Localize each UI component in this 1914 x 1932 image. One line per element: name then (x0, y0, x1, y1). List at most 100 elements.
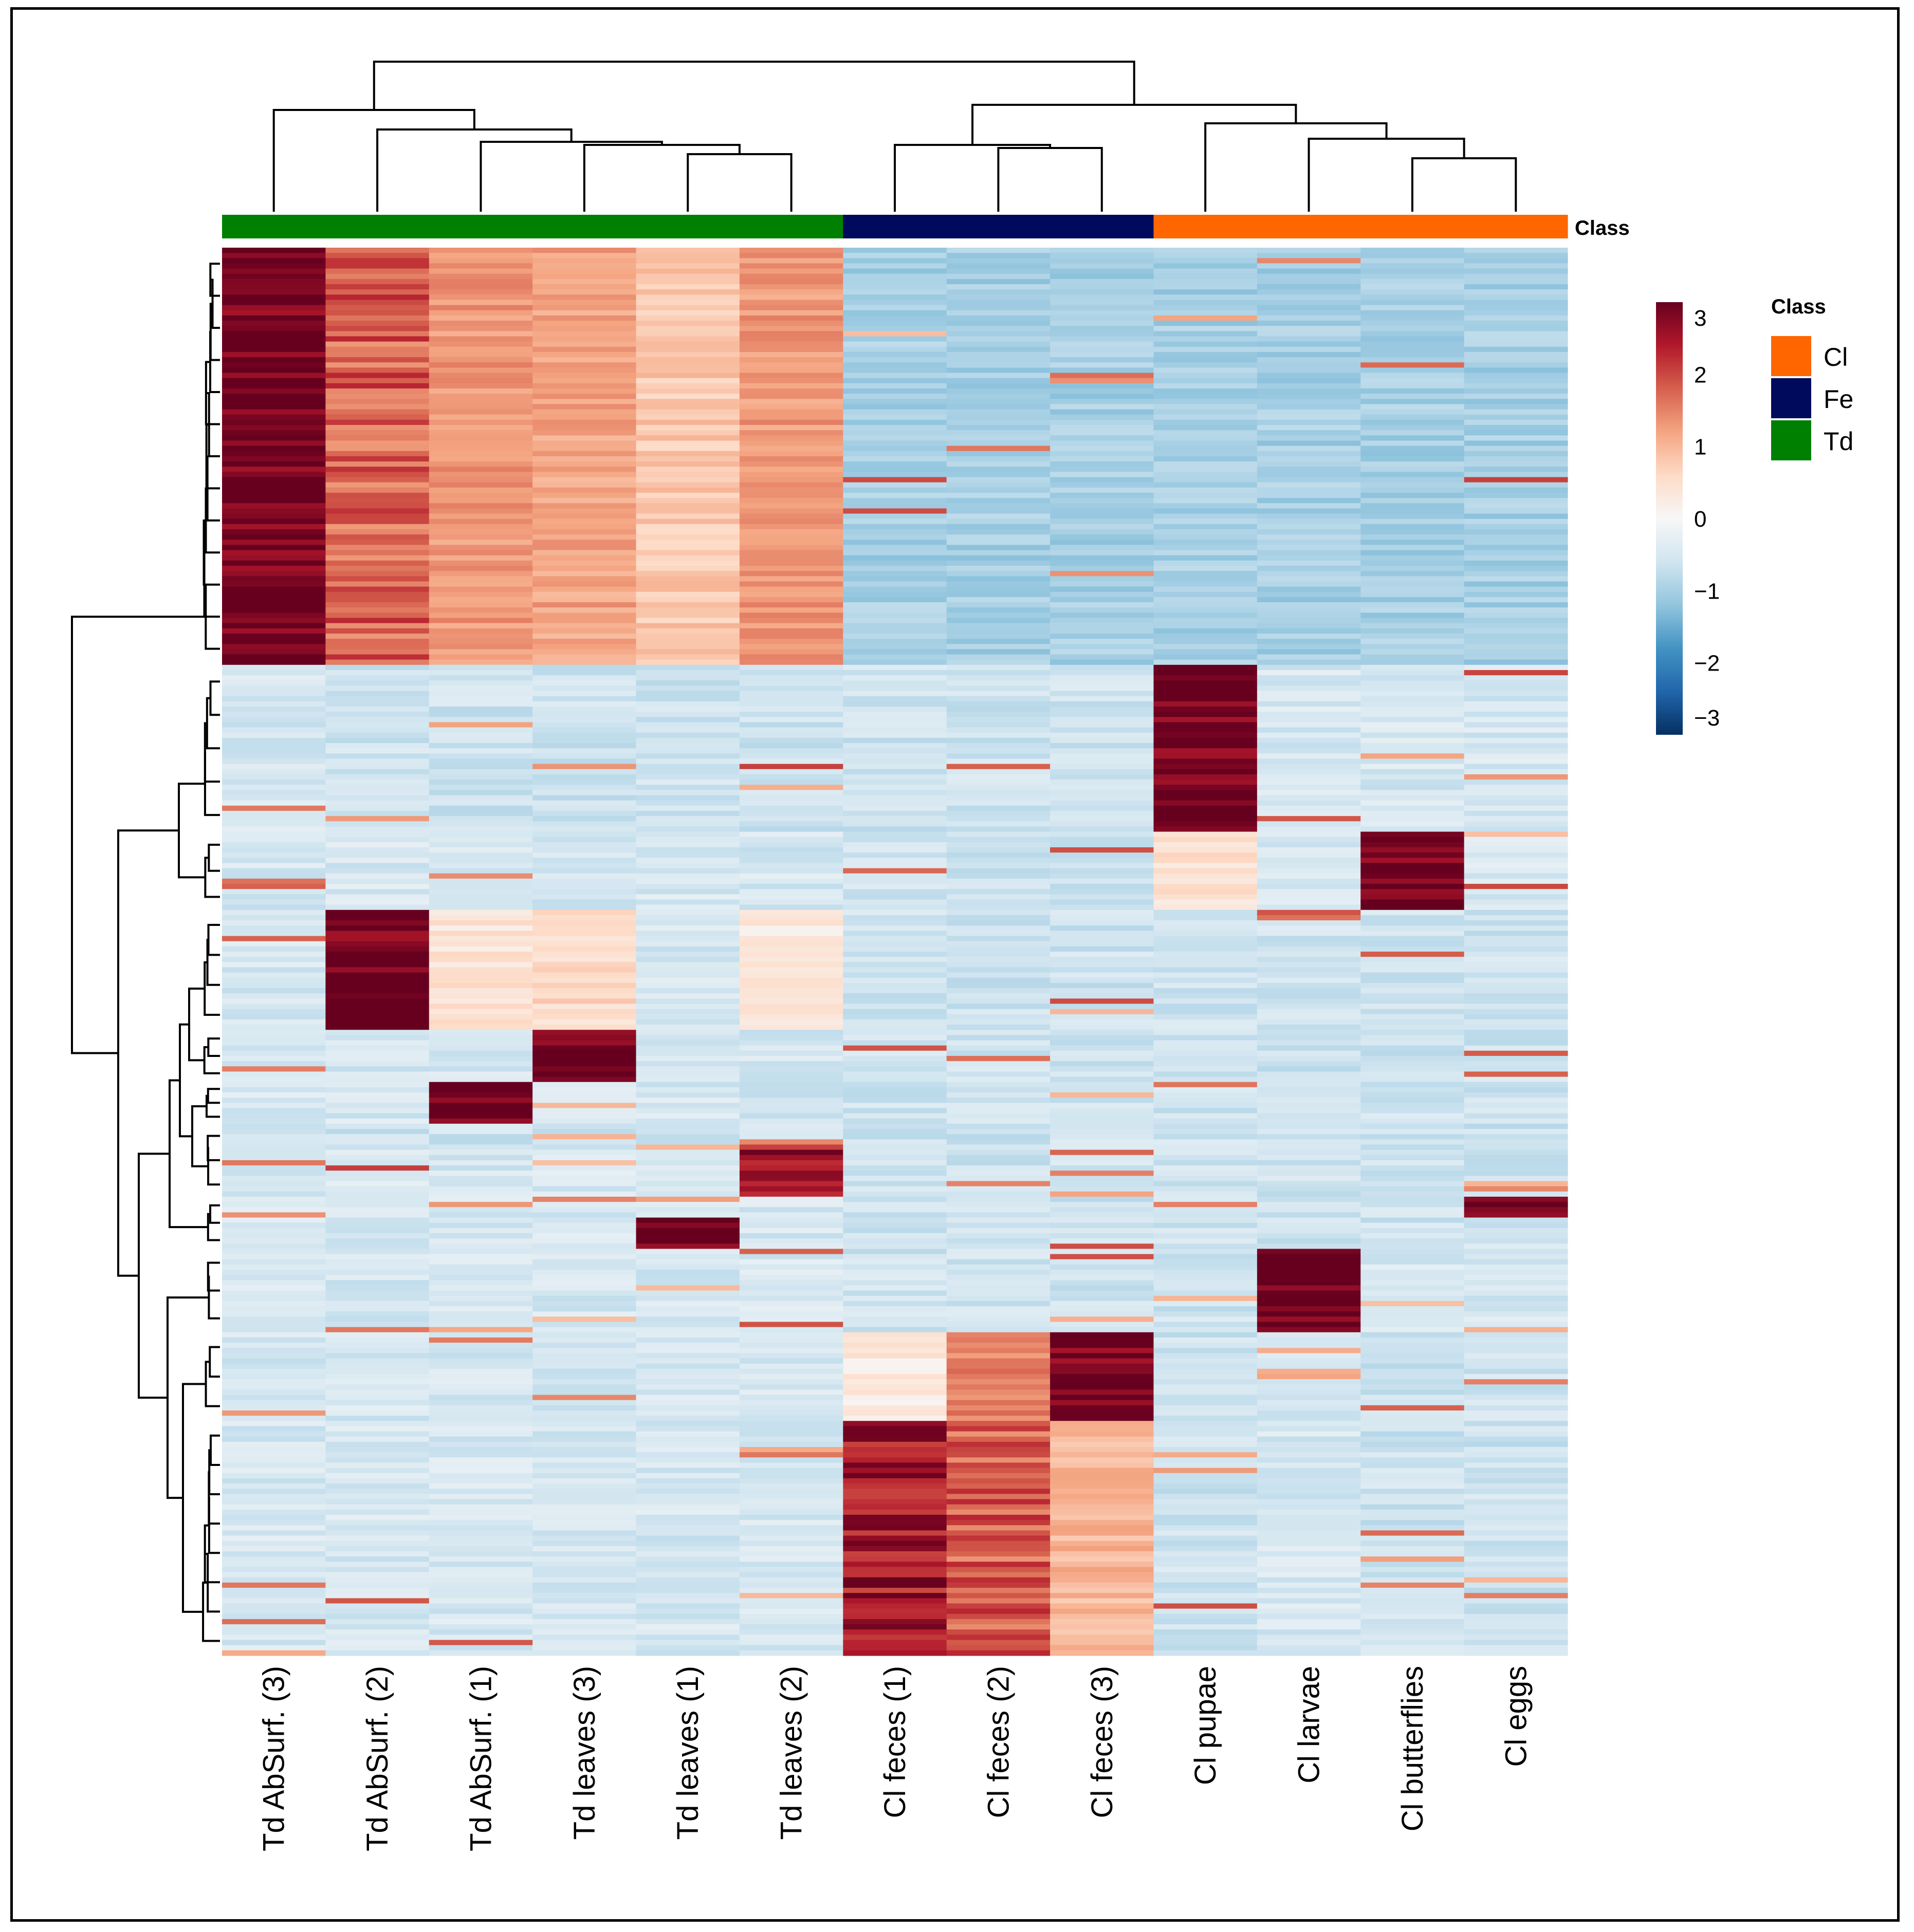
heatmap-cell (1050, 1040, 1154, 1046)
heatmap-cell (532, 1348, 637, 1354)
heatmap-cell (1153, 1494, 1258, 1500)
row-dendrogram-branch (207, 1147, 220, 1186)
heatmap-cell (1464, 998, 1568, 1005)
heatmap-cell (325, 1327, 430, 1333)
heatmap-cell (843, 378, 947, 384)
heatmap-cell (1050, 1368, 1154, 1374)
heatmap-cell (636, 764, 740, 770)
heatmap-cell (636, 1233, 740, 1239)
heatmap-cell (946, 253, 1051, 258)
heatmap-cell (325, 800, 430, 806)
heatmap-cell (1050, 915, 1154, 921)
heatmap-cell (843, 258, 947, 264)
heatmap-cell (1050, 988, 1154, 994)
heatmap-cell (636, 1066, 740, 1072)
heatmap-cell (222, 1009, 326, 1015)
heatmap-cell (1153, 571, 1258, 577)
heatmap-cell (222, 1348, 326, 1354)
heatmap-cell (429, 1629, 533, 1636)
heatmap-cell (636, 540, 740, 546)
heatmap-cell (1257, 248, 1361, 253)
heatmap-cell (636, 456, 740, 462)
heatmap-cell (429, 1160, 533, 1166)
heatmap-cell (222, 1254, 326, 1260)
heatmap-cell (222, 331, 326, 337)
heatmap-cell (1153, 1259, 1258, 1265)
heatmap-cell (1257, 545, 1361, 551)
heatmap-cell (1257, 467, 1361, 472)
heatmap-cell (636, 889, 740, 895)
heatmap-cell (946, 1358, 1051, 1364)
heatmap-cell (1464, 540, 1568, 546)
heatmap-cell (325, 1306, 430, 1312)
heatmap-cell (739, 1467, 843, 1474)
heatmap-cell (843, 941, 947, 947)
heatmap-cell (532, 1535, 637, 1541)
heatmap-cell (1050, 440, 1154, 447)
heatmap-cell (739, 779, 843, 785)
heatmap-cell (429, 1650, 533, 1656)
heatmap-cell (532, 1275, 637, 1280)
heatmap-cell (222, 1509, 326, 1515)
heatmap-cell (843, 451, 947, 457)
heatmap-cell (532, 680, 637, 686)
heatmap-cell (946, 998, 1051, 1005)
heatmap-cell (843, 419, 947, 425)
heatmap-cell (636, 826, 740, 832)
heatmap-cell (429, 977, 533, 983)
heatmap-cell (636, 785, 740, 791)
heatmap-cell (946, 461, 1051, 467)
heatmap-cell (222, 1035, 326, 1041)
heatmap-cell (1360, 680, 1465, 686)
heatmap-cell (843, 586, 947, 592)
heatmap-cell (1360, 1577, 1465, 1583)
heatmap-cell (636, 1264, 740, 1270)
heatmap-cell (739, 1400, 843, 1406)
heatmap-cell (636, 701, 740, 707)
heatmap-cell (739, 1494, 843, 1500)
heatmap-cell (1257, 435, 1361, 441)
heatmap-cell (843, 404, 947, 410)
heatmap-cell (1464, 800, 1568, 806)
heatmap-cell (1050, 795, 1154, 801)
heatmap-cell (532, 790, 637, 796)
heatmap-cell (843, 805, 947, 811)
heatmap-cell (1360, 659, 1465, 665)
heatmap-cell (1464, 425, 1568, 431)
heatmap-cell (532, 1087, 637, 1093)
heatmap-cell (1257, 1608, 1361, 1614)
heatmap-cell (946, 305, 1051, 311)
heatmap-cell (946, 1280, 1051, 1286)
heatmap-cell (739, 1327, 843, 1333)
heatmap-cell (1464, 1322, 1568, 1328)
heatmap-cell (325, 993, 430, 999)
heatmap-cell (1050, 1222, 1154, 1229)
heatmap-cell (429, 1540, 533, 1547)
heatmap-cell (429, 1113, 533, 1119)
heatmap-cell (946, 1327, 1051, 1333)
heatmap-cell (325, 737, 430, 744)
heatmap-cell (1360, 1608, 1465, 1614)
heatmap-cell (532, 346, 637, 352)
heatmap-cell (1360, 482, 1465, 488)
heatmap-cell (946, 1113, 1051, 1119)
heatmap-cell (636, 1525, 740, 1531)
heatmap-cell (946, 664, 1051, 671)
heatmap-cell (1257, 305, 1361, 311)
heatmap-cell (532, 1546, 637, 1552)
heatmap-cell (739, 1572, 843, 1578)
heatmap-cell (946, 675, 1051, 681)
heatmap-cell (1360, 1165, 1465, 1171)
heatmap-cell (222, 696, 326, 702)
heatmap-cell (946, 1233, 1051, 1239)
heatmap-cell (1257, 607, 1361, 613)
heatmap-cell (532, 931, 637, 937)
heatmap-cell (843, 341, 947, 347)
heatmap-cell (222, 1535, 326, 1541)
heatmap-cell (1464, 326, 1568, 331)
heatmap-cell (222, 1186, 326, 1192)
heatmap-cell (222, 878, 326, 884)
heatmap-cell (1464, 1489, 1568, 1495)
heatmap-cell (739, 498, 843, 504)
heatmap-cell (429, 1588, 533, 1593)
